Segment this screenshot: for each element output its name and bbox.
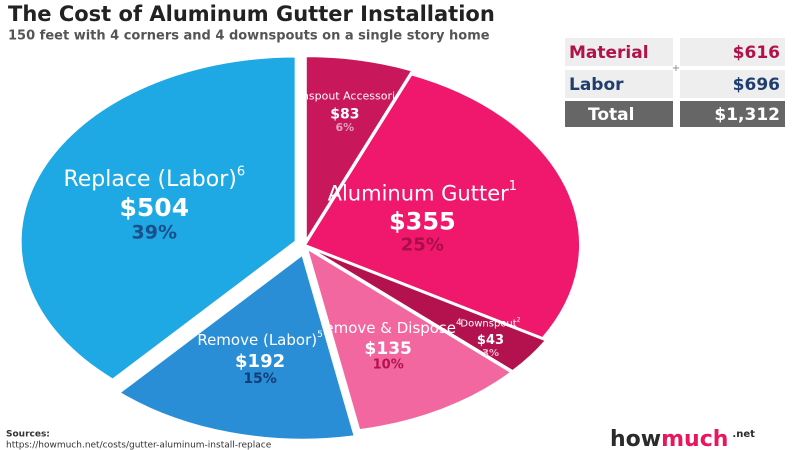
- slice-label: Downspout2: [460, 316, 520, 330]
- brand-part: how: [610, 427, 661, 450]
- value-label: $192: [235, 351, 285, 372]
- operator: +: [672, 63, 680, 74]
- slice-name: Downspout Accessories: [278, 90, 408, 103]
- slice-group: Downspout Accessories3 $836%: [278, 55, 414, 245]
- slice-label: Replace (Labor)6: [63, 164, 245, 192]
- chart-title: The Cost of Aluminum Gutter Installation: [8, 2, 495, 26]
- brand-suffix: .net: [732, 429, 755, 440]
- slice-label: Aluminum Gutter1: [328, 179, 517, 206]
- footnote-mark: 4: [456, 318, 462, 328]
- slice-label: Remove & Dispose4: [315, 318, 462, 337]
- cell-bg: [565, 101, 673, 127]
- footnote-mark: 2: [517, 316, 521, 323]
- row-label: Material: [569, 43, 649, 63]
- footnote-mark: 5: [317, 330, 323, 340]
- share-label: 15%: [243, 371, 277, 387]
- slice-name: Remove & Dispose: [315, 319, 456, 337]
- footnote-mark: 6: [237, 164, 245, 179]
- row-label: Total: [588, 105, 634, 125]
- pie-slice: [117, 252, 356, 441]
- value-label: $135: [365, 339, 412, 359]
- chart-subtitle: 150 feet with 4 corners and 4 downspouts…: [8, 29, 490, 44]
- value-label: $504: [120, 193, 190, 222]
- footnote-mark: 1: [509, 179, 517, 194]
- pie-slice: [19, 55, 297, 381]
- pie: Downspout Accessories3 $836% Aluminum Gutt…: [19, 55, 581, 441]
- cell-bg: [565, 70, 673, 98]
- pie-slice: [304, 55, 414, 245]
- value-label: $355: [389, 208, 456, 236]
- slice-label: Downspout Accessories3: [278, 88, 412, 102]
- share-label: 39%: [132, 221, 177, 243]
- summary-table: Material $616 + Labor $696 Total $1,312: [565, 38, 785, 127]
- share-label: 6%: [336, 121, 355, 134]
- share-label: 10%: [373, 358, 404, 373]
- pie-slice: [307, 246, 548, 373]
- row-value: $696: [733, 75, 780, 95]
- sources-heading: Sources:: [6, 430, 50, 440]
- value-label: $83: [330, 107, 359, 123]
- share-label: 25%: [401, 234, 444, 255]
- row-value: $616: [733, 43, 780, 63]
- slice-name: Replace (Labor): [63, 167, 236, 192]
- pie-slice: [305, 246, 514, 432]
- slice-label: Remove (Labor)5: [197, 330, 323, 349]
- brand-part: much: [661, 427, 728, 450]
- cell-bg: [565, 38, 673, 66]
- brand-logo: howmuch .net: [610, 427, 755, 450]
- slice-name: Aluminum Gutter: [328, 182, 510, 206]
- cell-bg: [680, 101, 785, 127]
- sources-url: https://howmuch.net/costs/gutter-aluminu…: [6, 441, 272, 450]
- slice-group: Downspout2 $433%: [307, 246, 548, 373]
- cell-bg: [680, 70, 785, 98]
- share-label: 3%: [482, 348, 499, 359]
- row-value: $1,312: [714, 105, 780, 125]
- cell-bg: [680, 38, 785, 66]
- slice-name: Downspout: [460, 319, 516, 330]
- row-label: Labor: [569, 75, 624, 95]
- slice-name: Remove (Labor): [197, 331, 317, 349]
- value-label: $43: [477, 333, 504, 348]
- pie-slice: [303, 73, 581, 340]
